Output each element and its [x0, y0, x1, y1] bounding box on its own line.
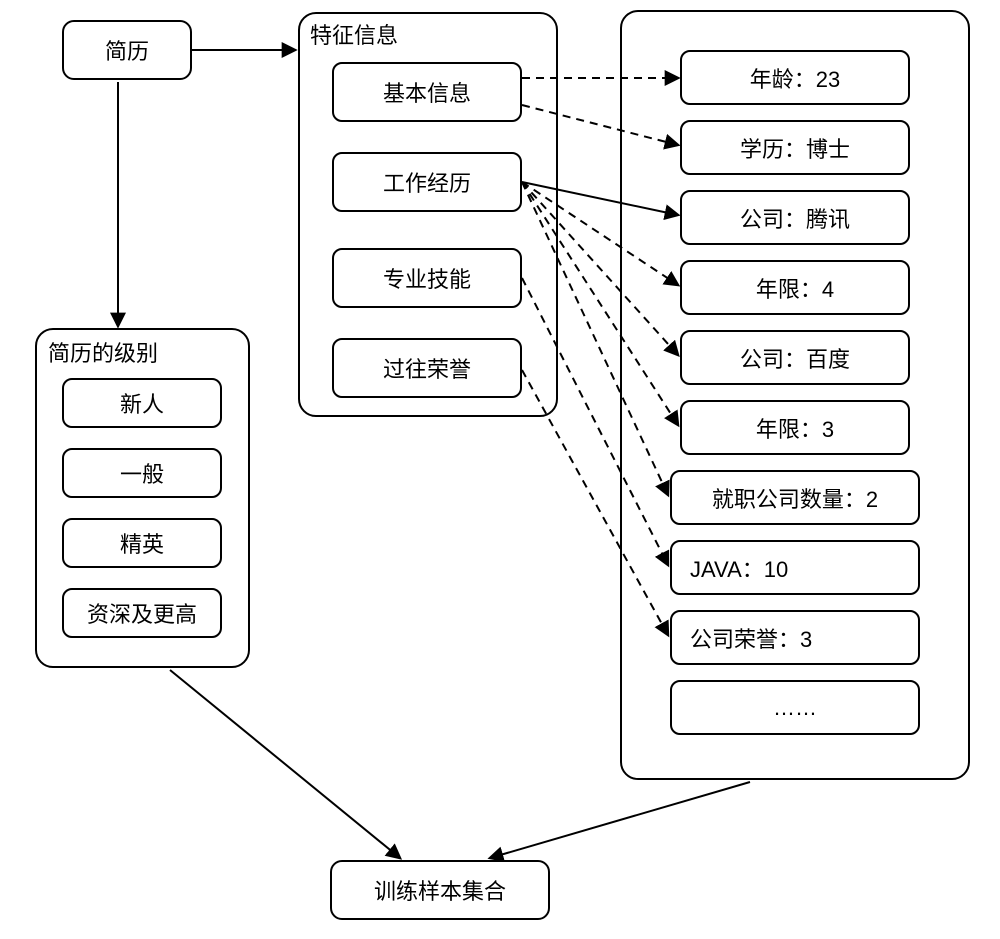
diagram-canvas: 简历 训练样本集合 简历的级别 新人 一般 精英 资深及更高 特征信息 基本信息…: [0, 0, 1000, 939]
detail-item: 公司：腾讯: [680, 190, 910, 245]
level-item: 新人: [62, 378, 222, 428]
detail-item: 年限：3: [680, 400, 910, 455]
item-label: 新人: [120, 387, 164, 419]
item-label: 公司：腾讯: [740, 202, 850, 234]
feature-item-skill: 专业技能: [332, 248, 522, 308]
node-training-set: 训练样本集合: [330, 860, 550, 920]
detail-item: ……: [670, 680, 920, 735]
node-label: 简历: [105, 34, 149, 66]
detail-item: 年龄：23: [680, 50, 910, 105]
feature-item-basic: 基本信息: [332, 62, 522, 122]
level-item: 资深及更高: [62, 588, 222, 638]
item-label: 过往荣誉: [383, 352, 471, 384]
detail-item: 年限：4: [680, 260, 910, 315]
item-label: 工作经历: [383, 166, 471, 198]
node-label: 训练样本集合: [374, 874, 506, 906]
item-label: 年龄：23: [750, 62, 840, 94]
detail-item: 公司荣誉：3: [670, 610, 920, 665]
item-label: ……: [773, 695, 817, 721]
detail-item: 就职公司数量：2: [670, 470, 920, 525]
item-label: 公司荣誉：3: [690, 622, 812, 654]
edge: [170, 670, 400, 858]
edge: [490, 782, 750, 858]
item-label: JAVA：10: [690, 552, 788, 584]
level-item: 精英: [62, 518, 222, 568]
item-label: 年限：3: [756, 412, 834, 444]
feature-item-honor: 过往荣誉: [332, 338, 522, 398]
detail-item: JAVA：10: [670, 540, 920, 595]
feature-item-work: 工作经历: [332, 152, 522, 212]
panel-levels-title: 简历的级别: [48, 336, 158, 368]
item-label: 一般: [120, 457, 164, 489]
item-label: 专业技能: [383, 262, 471, 294]
item-label: 就职公司数量：2: [712, 482, 878, 514]
panel-features-title: 特征信息: [310, 18, 398, 50]
level-item: 一般: [62, 448, 222, 498]
detail-item: 公司：百度: [680, 330, 910, 385]
item-label: 资深及更高: [87, 597, 197, 629]
item-label: 年限：4: [756, 272, 834, 304]
node-resume: 简历: [62, 20, 192, 80]
item-label: 公司：百度: [740, 342, 850, 374]
item-label: 学历：博士: [740, 132, 850, 164]
detail-item: 学历：博士: [680, 120, 910, 175]
item-label: 基本信息: [383, 76, 471, 108]
item-label: 精英: [120, 527, 164, 559]
